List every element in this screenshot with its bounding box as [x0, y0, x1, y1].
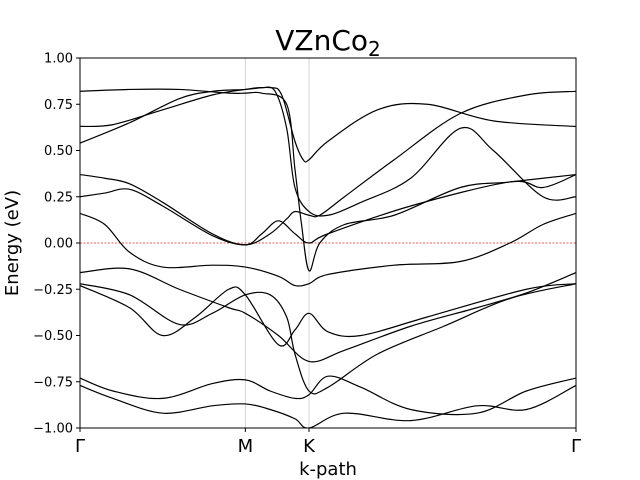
y-tick-label: 0.00	[44, 237, 73, 252]
y-tick-label: −0.25	[33, 283, 73, 298]
band-line-6	[80, 212, 576, 287]
x-tick-label: Γ	[75, 436, 85, 457]
y-tick-label: 0.75	[44, 98, 73, 113]
x-tick-label: M	[238, 436, 254, 457]
band-line-7	[80, 267, 576, 363]
x-axis-label: k-path	[299, 459, 357, 480]
y-tick-label: 0.25	[44, 190, 73, 205]
band-line-1	[80, 88, 576, 272]
band-series	[80, 86, 576, 428]
band-line-5	[80, 173, 576, 246]
y-tick-label: −0.75	[33, 375, 73, 390]
y-tick-label: 0.50	[44, 144, 73, 159]
y-tick-label: −0.50	[33, 329, 73, 344]
x-tick-label: Γ	[571, 436, 581, 457]
band-line-4	[80, 90, 576, 246]
band-line-11	[80, 384, 576, 428]
y-axis: 1.00 0.75 0.50 0.25 0.00 −0.25 −0.50 −0.75 −1.00	[33, 52, 80, 437]
band-line-3	[80, 86, 576, 163]
y-tick-label: −1.00	[33, 422, 73, 437]
chart-title: VZnCo2	[275, 24, 381, 61]
band-line-10	[80, 375, 576, 416]
x-tick-label: K	[303, 436, 316, 457]
y-tick-label: 1.00	[44, 52, 73, 67]
y-axis-label: Energy (eV)	[2, 190, 23, 296]
band-line-2	[80, 86, 576, 217]
band-line-9	[80, 283, 576, 347]
